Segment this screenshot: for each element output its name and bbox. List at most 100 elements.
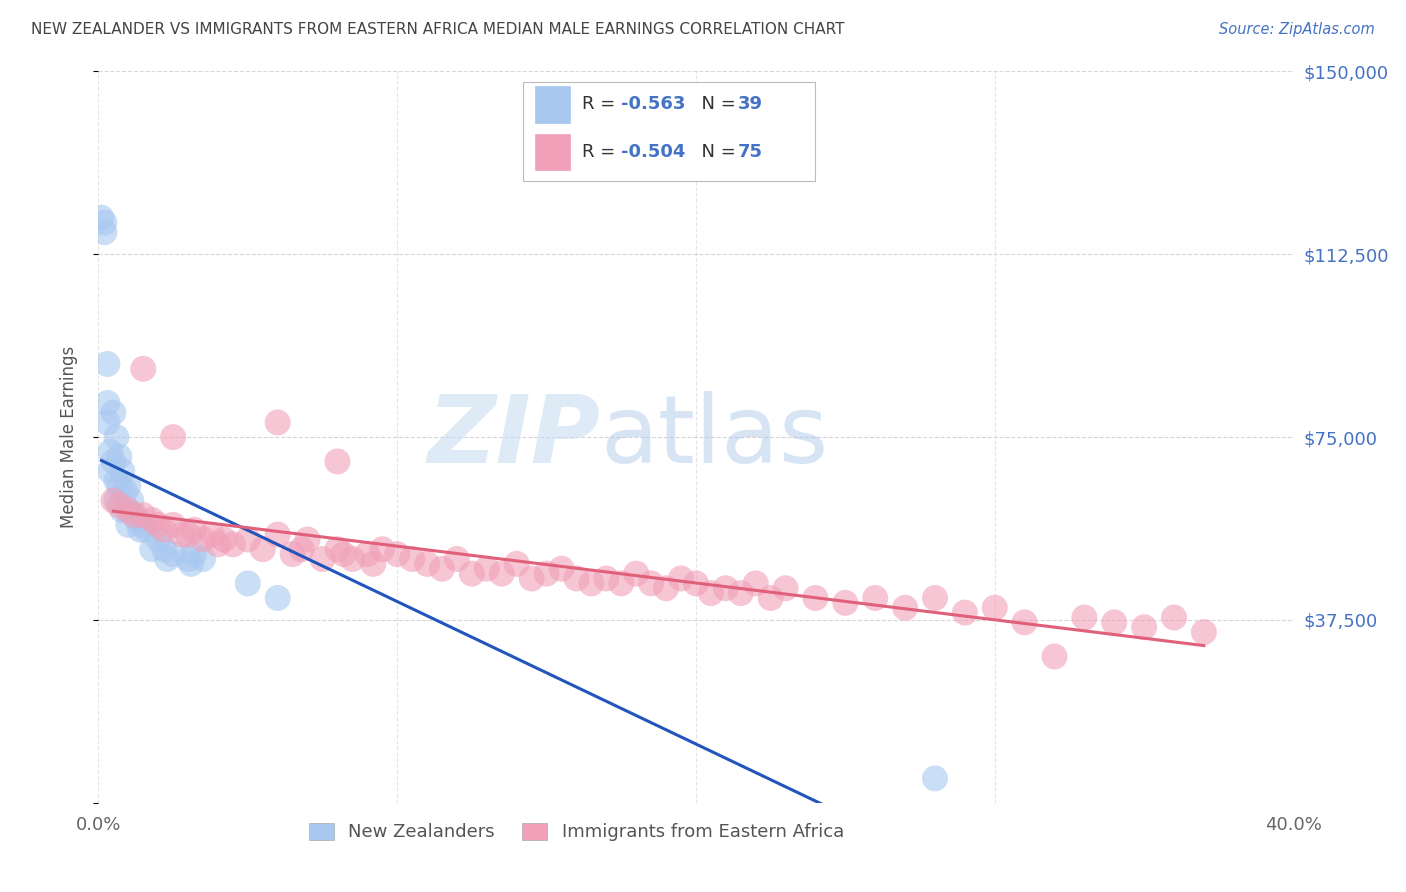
Point bbox=[714, 581, 737, 595]
Text: atlas: atlas bbox=[600, 391, 828, 483]
Point bbox=[491, 566, 513, 581]
Bar bbox=[534, 86, 571, 122]
Point bbox=[162, 430, 184, 444]
Text: R =: R = bbox=[582, 95, 621, 113]
Point bbox=[141, 542, 163, 557]
Point bbox=[804, 591, 827, 605]
Point bbox=[191, 533, 214, 547]
Point bbox=[267, 527, 290, 541]
Point bbox=[141, 513, 163, 527]
Point bbox=[565, 572, 588, 586]
Text: N =: N = bbox=[690, 95, 741, 113]
Point bbox=[953, 606, 976, 620]
Point bbox=[177, 552, 200, 566]
Point bbox=[236, 533, 259, 547]
Point bbox=[363, 557, 385, 571]
Point bbox=[127, 513, 149, 527]
Text: N =: N = bbox=[690, 143, 741, 161]
Point bbox=[236, 576, 259, 591]
Point bbox=[595, 572, 617, 586]
Point bbox=[685, 576, 707, 591]
Point bbox=[148, 517, 170, 532]
Point bbox=[984, 600, 1007, 615]
Point bbox=[759, 591, 782, 605]
Point bbox=[520, 572, 543, 586]
Point bbox=[93, 225, 115, 239]
Point bbox=[430, 562, 453, 576]
Point bbox=[132, 361, 155, 376]
Point bbox=[655, 581, 678, 595]
Point bbox=[371, 542, 394, 557]
Text: -0.504: -0.504 bbox=[620, 143, 685, 161]
Point bbox=[924, 591, 946, 605]
Point bbox=[132, 508, 155, 522]
Text: Source: ZipAtlas.com: Source: ZipAtlas.com bbox=[1219, 22, 1375, 37]
Point bbox=[111, 464, 134, 478]
Point bbox=[332, 547, 354, 561]
Point bbox=[117, 503, 139, 517]
Point bbox=[117, 517, 139, 532]
Point bbox=[834, 596, 856, 610]
Point bbox=[114, 483, 136, 498]
Point bbox=[162, 547, 184, 561]
Point bbox=[700, 586, 723, 600]
Point bbox=[385, 547, 409, 561]
Point bbox=[98, 444, 122, 458]
Point bbox=[924, 772, 946, 786]
Text: R =: R = bbox=[582, 143, 621, 161]
Point bbox=[153, 523, 176, 537]
Text: ZIP: ZIP bbox=[427, 391, 600, 483]
Point bbox=[156, 552, 179, 566]
Point bbox=[96, 416, 118, 430]
Point bbox=[93, 215, 115, 229]
Point bbox=[401, 552, 423, 566]
Point bbox=[550, 562, 572, 576]
Point bbox=[180, 557, 202, 571]
FancyBboxPatch shape bbox=[523, 82, 815, 181]
Text: 39: 39 bbox=[738, 95, 763, 113]
Point bbox=[252, 542, 274, 557]
Point bbox=[775, 581, 797, 595]
Point bbox=[267, 416, 290, 430]
Point bbox=[1073, 610, 1095, 624]
Point bbox=[105, 493, 128, 508]
Point bbox=[1192, 625, 1215, 640]
Point bbox=[291, 542, 314, 557]
Point bbox=[1014, 615, 1036, 630]
Point bbox=[730, 586, 752, 600]
Point bbox=[222, 537, 245, 551]
Point bbox=[98, 464, 122, 478]
Text: -0.563: -0.563 bbox=[620, 95, 685, 113]
Point bbox=[172, 527, 194, 541]
Point bbox=[117, 503, 139, 517]
Point bbox=[212, 533, 235, 547]
Point bbox=[132, 517, 155, 532]
Point bbox=[120, 493, 142, 508]
Y-axis label: Median Male Earnings: Median Male Earnings bbox=[59, 346, 77, 528]
Point bbox=[865, 591, 887, 605]
Point bbox=[207, 537, 229, 551]
Point bbox=[669, 572, 692, 586]
Point bbox=[311, 552, 333, 566]
Point bbox=[96, 396, 118, 410]
Point bbox=[326, 454, 349, 468]
Point bbox=[103, 493, 125, 508]
Point bbox=[183, 523, 205, 537]
Point bbox=[894, 600, 917, 615]
Point bbox=[183, 547, 205, 561]
Point bbox=[108, 499, 131, 513]
Point bbox=[416, 557, 439, 571]
Point bbox=[177, 527, 200, 541]
Point bbox=[1043, 649, 1066, 664]
Point bbox=[626, 566, 648, 581]
Text: NEW ZEALANDER VS IMMIGRANTS FROM EASTERN AFRICA MEDIAN MALE EARNINGS CORRELATION: NEW ZEALANDER VS IMMIGRANTS FROM EASTERN… bbox=[31, 22, 845, 37]
Legend: New Zealanders, Immigrants from Eastern Africa: New Zealanders, Immigrants from Eastern … bbox=[309, 822, 844, 841]
Point bbox=[745, 576, 768, 591]
Point bbox=[610, 576, 633, 591]
Point bbox=[326, 542, 349, 557]
Point bbox=[108, 479, 131, 493]
Point bbox=[356, 547, 378, 561]
Point bbox=[342, 552, 364, 566]
Point bbox=[129, 523, 152, 537]
Point bbox=[103, 406, 125, 420]
